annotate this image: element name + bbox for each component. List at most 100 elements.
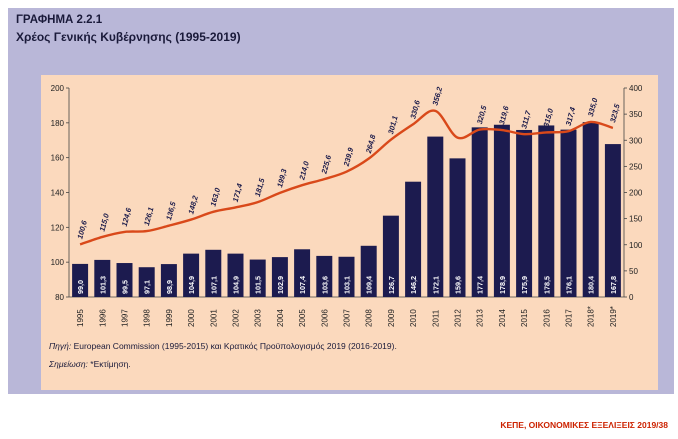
bar-value-label: 178,9 <box>498 276 507 294</box>
x-tick-label: 2006 <box>320 309 329 327</box>
line-value-label: 335,0 <box>586 96 600 117</box>
bar-value-label: 176,1 <box>565 276 574 294</box>
bar <box>471 127 488 297</box>
line-value-label: 115,0 <box>98 212 112 233</box>
line-value-label: 315,0 <box>542 107 556 128</box>
right-tick-label: 50 <box>629 267 638 276</box>
x-tick-label: 2000 <box>187 309 196 327</box>
source-text: European Commission (1995-2015) και Κρατ… <box>71 341 397 351</box>
figure-frame: ΓΡΑΦΗΜΑ 2.2.1 Χρέος Γενικής Κυβέρνησης (… <box>8 8 674 394</box>
x-tick-label: 2008 <box>365 309 374 327</box>
bar-value-label: 97,1 <box>143 280 152 294</box>
bar <box>338 256 355 297</box>
bar <box>116 263 133 297</box>
left-tick-label: 200 <box>51 84 65 93</box>
right-tick-label: 0 <box>629 293 634 302</box>
line-value-label: 239,9 <box>341 146 355 168</box>
x-tick-label: 1998 <box>143 309 152 327</box>
bar <box>138 267 155 297</box>
bar-value-label: 109,4 <box>365 276 374 294</box>
bar <box>72 263 89 297</box>
bar-value-label: 98,9 <box>165 280 174 294</box>
right-tick-label: 150 <box>629 215 643 224</box>
left-tick-label: 120 <box>51 223 65 232</box>
bar <box>604 144 621 297</box>
bar <box>560 129 577 297</box>
bar-value-label: 102,9 <box>276 276 285 294</box>
line-value-label: 181,5 <box>253 176 267 197</box>
line-value-label: 199,3 <box>275 167 289 188</box>
bar-value-label: 175,9 <box>520 276 529 294</box>
bar <box>94 259 111 297</box>
right-tick-label: 300 <box>629 136 643 145</box>
chart-panel: 80 100 120 140 160 180 200 0 50 100 150 200 250 300 35… <box>41 75 658 390</box>
x-tick-label: 2012 <box>454 309 463 327</box>
figure-title: Χρέος Γενικής Κυβέρνησης (1995-2019) <box>16 30 241 44</box>
figure-label: ΓΡΑΦΗΜΑ 2.2.1 <box>16 14 103 26</box>
x-tick-label: 1997 <box>121 309 130 327</box>
right-tick-label: 350 <box>629 110 643 119</box>
x-tick-label: 2014 <box>498 309 507 327</box>
bar-value-label: 107,4 <box>298 276 307 294</box>
bar <box>582 122 599 298</box>
x-tick-label: 2017 <box>565 309 574 327</box>
bar-value-label: 99,0 <box>76 280 85 294</box>
bar <box>316 255 333 297</box>
bar <box>227 253 244 297</box>
bar <box>271 257 288 297</box>
source-prefix: Πηγή: <box>49 341 72 351</box>
bar <box>427 136 444 297</box>
line-value-label: 124,6 <box>120 206 134 227</box>
bar <box>449 158 466 297</box>
bar <box>183 253 200 297</box>
bar <box>516 129 533 297</box>
x-tick-label: 2002 <box>232 309 241 327</box>
bar <box>382 215 399 297</box>
x-tick-label: 2015 <box>520 309 529 327</box>
bar <box>205 249 222 297</box>
bar-value-label: 159,6 <box>454 276 463 294</box>
line-value-label: 214,0 <box>297 159 311 181</box>
left-tick-label: 140 <box>51 189 65 198</box>
x-tick-label: 1996 <box>98 309 107 327</box>
bar-value-label: 146,2 <box>409 276 418 294</box>
estimate-note: Σημείωση: *Εκτίμηση. <box>49 359 131 369</box>
line-value-label: 320,5 <box>475 104 489 125</box>
line-value-label: 225,6 <box>319 153 333 175</box>
bar-value-label: 167,8 <box>609 276 618 294</box>
bar <box>160 264 177 297</box>
line-value-label: 148,2 <box>186 194 200 215</box>
x-tick-label: 2003 <box>254 309 263 327</box>
line-value-label: 126,1 <box>142 206 156 226</box>
x-tick-label: 2013 <box>476 309 485 327</box>
bar <box>294 249 311 297</box>
line-value-label: 301,1 <box>386 115 400 135</box>
bar <box>249 259 266 297</box>
bar-value-label: 172,1 <box>431 276 440 294</box>
x-tick-label: 2004 <box>276 309 285 327</box>
bar-value-label: 103,6 <box>320 276 329 294</box>
line-value-label: 323,5 <box>608 102 622 123</box>
bar-value-label: 104,9 <box>187 276 196 294</box>
bar-value-label: 178,5 <box>542 276 551 294</box>
line-value-label: 311,7 <box>519 109 533 130</box>
bar-value-label: 103,1 <box>343 276 352 294</box>
x-tick-label: 1995 <box>76 309 85 327</box>
x-tick-label: 2011 <box>431 309 440 327</box>
bar <box>538 125 555 297</box>
x-tick-label: 2010 <box>409 309 418 327</box>
bar <box>405 181 422 297</box>
x-tick-label: 2018* <box>587 306 596 327</box>
x-tick-label: 1999 <box>165 309 174 327</box>
bar-value-label: 177,4 <box>476 276 485 294</box>
debt-line-series <box>79 109 614 246</box>
left-tick-label: 160 <box>51 154 65 163</box>
bar <box>493 124 510 297</box>
x-tick-label: 2019* <box>609 306 618 327</box>
left-tick-label: 100 <box>51 258 65 267</box>
bar-value-label: 101,3 <box>98 276 107 294</box>
right-tick-label: 250 <box>629 162 643 171</box>
page-footer: ΚΕΠΕ, ΟΙΚΟΝΟΜΙΚΕΣ ΕΞΕΛΙΞΕΙΣ 2019/38 <box>500 420 668 430</box>
line-value-label: 319,6 <box>497 104 511 125</box>
bar-value-label: 101,5 <box>254 276 263 294</box>
